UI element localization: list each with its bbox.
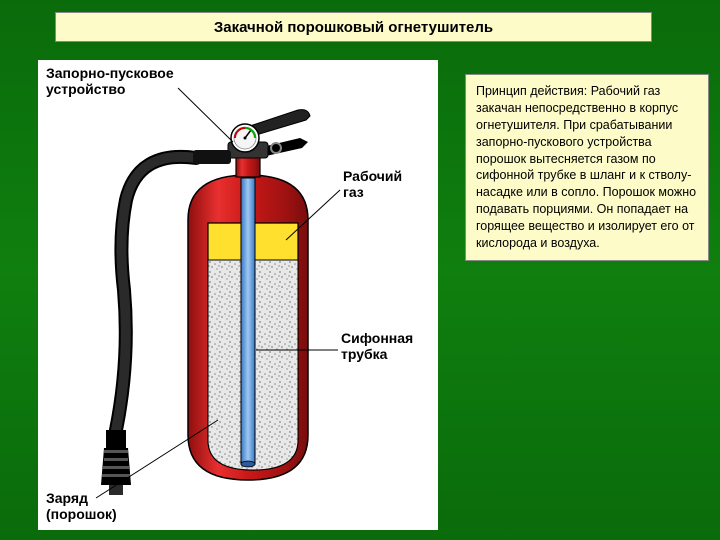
siphon-tube bbox=[241, 178, 255, 464]
leader-valve bbox=[178, 88, 233, 142]
description-text: Принцип действия: Рабочий газ закачан не… bbox=[476, 84, 696, 250]
description-box: Принцип действия: Рабочий газ закачан не… bbox=[465, 74, 709, 261]
label-charge: Заряд (порошок) bbox=[46, 490, 117, 522]
label-siphon: Сифонная трубка bbox=[341, 330, 413, 362]
extinguisher-diagram: Запорно-пусковое устройство Рабочий газ … bbox=[38, 60, 438, 530]
page-title: Закачной порошковый огнетушитель bbox=[214, 19, 493, 36]
title-box: Закачной порошковый огнетушитель bbox=[55, 12, 652, 42]
label-gas: Рабочий газ bbox=[343, 168, 402, 200]
label-valve: Запорно-пусковое устройство bbox=[46, 65, 174, 97]
pressure-gauge bbox=[231, 124, 259, 152]
